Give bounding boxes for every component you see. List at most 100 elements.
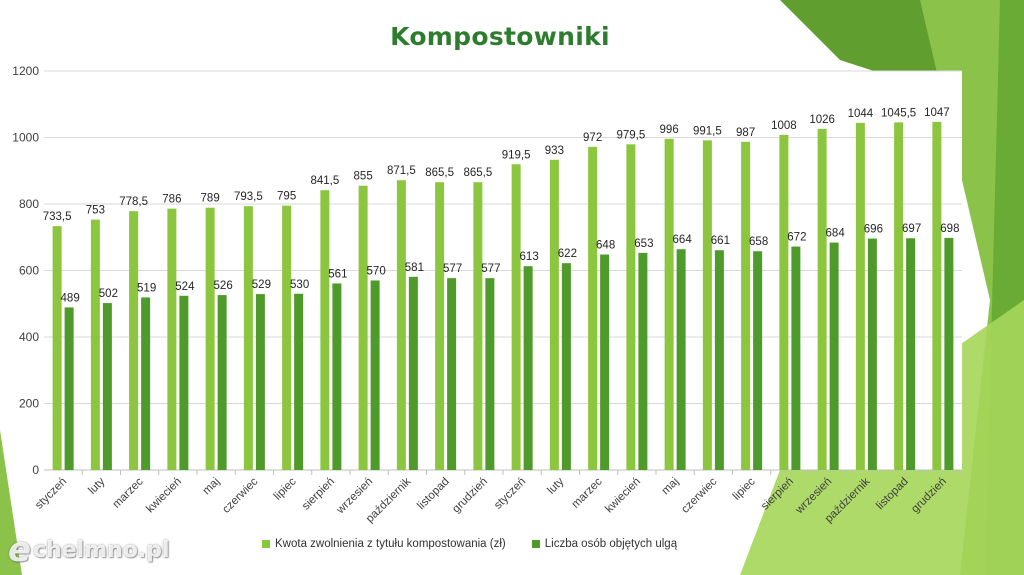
bar-people — [523, 266, 533, 470]
watermark-e-logo-icon: e — [8, 530, 32, 570]
data-label-people: 526 — [214, 280, 233, 292]
bar-amount — [855, 122, 865, 471]
bar-people — [485, 278, 495, 470]
bar-people — [294, 293, 304, 470]
bar-amount — [282, 205, 292, 470]
data-label-people: 561 — [328, 268, 347, 280]
data-label-people: 696 — [864, 224, 883, 236]
data-label-people: 502 — [99, 288, 118, 300]
bar-people — [408, 276, 418, 470]
data-label-amount: 871,5 — [387, 165, 416, 177]
data-label-amount: 786 — [162, 194, 181, 206]
x-category-label: marzec — [111, 475, 146, 510]
legend-label-amount: Kwota zwolnienia z tytułu kompostowania … — [275, 538, 506, 550]
x-category-label: lipiec — [731, 475, 758, 502]
bar-people — [217, 295, 227, 470]
data-label-people: 577 — [443, 263, 462, 275]
data-label-amount: 855 — [354, 171, 373, 183]
data-label-people: 658 — [749, 236, 768, 248]
watermark-text: chelmno.pl — [33, 537, 170, 563]
x-category-label: czerwiec — [679, 475, 719, 515]
page-title: Kompostowniki — [390, 22, 610, 51]
bar-amount — [511, 164, 521, 471]
x-category-label: maj — [201, 476, 223, 498]
y-tick-label: 400 — [19, 330, 39, 344]
bar-amount — [473, 182, 483, 470]
legend-label-people: Liczba osób objętych ulgą — [544, 538, 678, 550]
bar-amount — [205, 207, 215, 470]
data-label-amount: 789 — [201, 193, 220, 205]
bar-amount — [396, 180, 406, 470]
data-label-amount: 1044 — [848, 108, 874, 120]
bar-people — [867, 238, 877, 470]
y-tick-label: 800 — [19, 197, 39, 211]
bar-amount — [588, 146, 598, 470]
data-label-people: 577 — [481, 263, 500, 275]
bar-amount — [243, 206, 253, 470]
data-label-people: 524 — [175, 281, 195, 293]
data-label-people: 661 — [711, 235, 730, 247]
bar-people — [638, 252, 648, 470]
x-category-label: maj — [660, 476, 682, 498]
x-category-label: kwiecień — [603, 476, 643, 516]
y-tick-label: 600 — [19, 264, 39, 278]
data-label-people: 698 — [940, 223, 959, 235]
data-label-amount: 996 — [660, 124, 679, 136]
chart-legend: Kwota zwolnienia z tytułu kompostowania … — [262, 538, 677, 550]
legend-item-amount: Kwota zwolnienia z tytułu kompostowania … — [262, 538, 506, 550]
x-category-label: listopad — [415, 476, 452, 513]
bar-amount — [741, 141, 751, 470]
data-label-amount: 733,5 — [43, 211, 72, 223]
bar-people — [753, 251, 763, 470]
data-label-people: 653 — [634, 238, 653, 250]
x-category-label: grudzień — [909, 476, 949, 516]
x-category-label: luty — [86, 475, 107, 496]
x-category-label: styczeń — [492, 476, 528, 512]
data-label-people: 570 — [367, 265, 386, 277]
data-label-people: 529 — [252, 279, 271, 291]
y-tick-label: 1200 — [12, 64, 39, 78]
data-label-amount: 865,5 — [425, 167, 454, 179]
bar-people — [944, 237, 954, 470]
data-label-amount: 841,5 — [310, 175, 339, 187]
bar-people — [102, 303, 112, 470]
bar-amount — [779, 134, 789, 470]
bar-people — [179, 295, 189, 470]
bar-amount — [549, 159, 559, 470]
data-label-people: 489 — [61, 292, 80, 304]
bar-amount — [52, 226, 62, 470]
y-tick-label: 0 — [32, 463, 39, 477]
data-label-people: 664 — [673, 234, 693, 246]
y-tick-label: 200 — [19, 397, 39, 411]
bar-amount — [167, 208, 177, 470]
x-category-label: czerwiec — [220, 475, 260, 515]
bar-people — [676, 249, 686, 470]
data-label-amount: 979,5 — [616, 129, 645, 141]
data-label-amount: 865,5 — [463, 167, 492, 179]
data-label-people: 530 — [290, 279, 309, 291]
data-label-people: 648 — [596, 240, 615, 252]
data-label-amount: 1026 — [809, 114, 835, 126]
bar-amount — [626, 144, 636, 470]
data-label-amount: 753 — [86, 205, 105, 217]
x-category-label: grudzień — [450, 476, 490, 516]
bar-amount — [702, 140, 712, 471]
bar-people — [141, 297, 151, 470]
data-label-amount: 793,5 — [234, 191, 263, 203]
legend-item-people: Liczba osób objętych ulgą — [531, 538, 678, 550]
bar-people — [714, 250, 724, 470]
bar-people — [255, 294, 265, 470]
bar-amount — [90, 219, 100, 470]
data-label-amount: 1047 — [924, 107, 950, 119]
site-watermark: e chelmno.pl — [8, 530, 170, 570]
data-label-amount: 991,5 — [693, 125, 722, 137]
bar-people — [332, 283, 342, 470]
data-label-people: 613 — [520, 251, 539, 263]
bar-people — [829, 242, 839, 470]
data-label-amount: 1008 — [771, 120, 797, 132]
data-label-amount: 1045,5 — [881, 107, 916, 119]
data-label-amount: 987 — [736, 127, 755, 139]
data-label-amount: 919,5 — [502, 149, 531, 161]
bar-people — [561, 263, 571, 470]
